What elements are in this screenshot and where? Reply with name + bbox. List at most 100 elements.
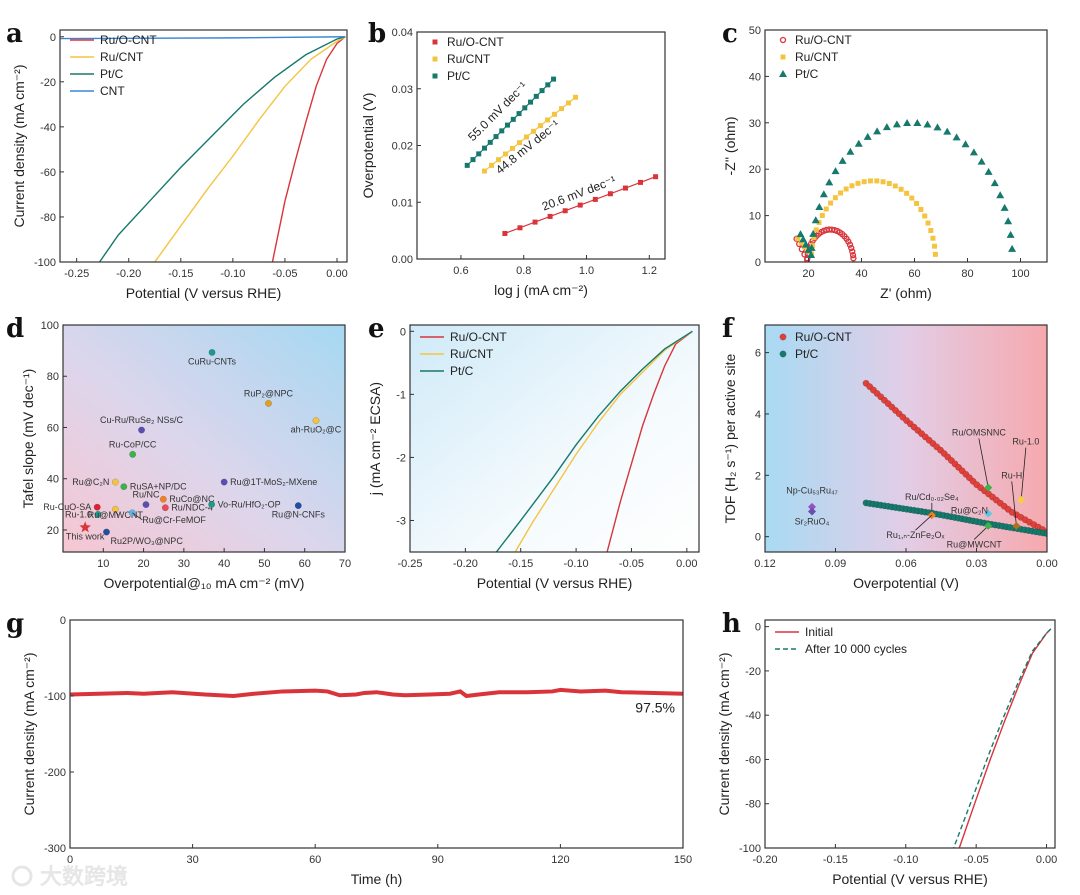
point-label: Ru-CuO-SA xyxy=(43,502,91,512)
series-ru-cnt-point xyxy=(838,190,844,196)
series-ru-cnt-point xyxy=(481,168,487,174)
legend-label: After 10 000 cycles xyxy=(805,642,907,656)
legend-swatch xyxy=(779,350,787,358)
point-label: Ru/NC xyxy=(132,490,160,500)
plot-frame xyxy=(69,619,684,849)
legend-label: Ru/CNT xyxy=(100,50,144,64)
legend-swatch xyxy=(432,73,438,79)
legend-label: Pt/C xyxy=(795,347,819,361)
y-tick-label: -300 xyxy=(44,843,66,855)
x-tick-label: 1.2 xyxy=(642,265,657,277)
series-pt-c-point xyxy=(1004,217,1013,225)
x-axis-label: Time (h) xyxy=(351,871,403,887)
x-tick-label: 60 xyxy=(299,558,311,570)
legend-label: CNT xyxy=(100,84,125,98)
plot-marks xyxy=(70,687,683,699)
series-pt-c-point xyxy=(969,148,978,156)
panel-label: f xyxy=(722,314,735,344)
plot-frame xyxy=(409,324,700,553)
y-tick-label: -200 xyxy=(44,767,66,779)
data-point xyxy=(312,417,320,425)
point-label: Ru@1T-MoS₂-MXene xyxy=(230,477,317,487)
legend-label: Pt/C xyxy=(100,67,124,81)
series-stability-line xyxy=(70,687,683,699)
x-tick-label: -0.10 xyxy=(564,558,589,570)
reference-label: Ru-H xyxy=(1001,470,1022,480)
series-ru-o-cnt-point xyxy=(804,255,811,262)
series-pt-c-point xyxy=(493,134,499,140)
legend-swatch xyxy=(432,39,438,45)
x-tick-label: 40 xyxy=(855,268,867,280)
series-ru-cnt-point xyxy=(931,243,937,249)
reference-point xyxy=(984,483,993,492)
series-pt-c-point xyxy=(799,235,808,243)
x-tick-label: -0.15 xyxy=(823,854,848,866)
series-ru-cnt-point xyxy=(932,251,938,257)
point-label: ah-RuO₂@C xyxy=(291,425,342,435)
series-pt-c-point xyxy=(943,127,952,135)
series-pt-c-point xyxy=(903,118,912,126)
series-pt-c-point xyxy=(528,99,534,105)
series-pt-c-point xyxy=(990,179,999,187)
series-pt-c-point xyxy=(996,191,1005,199)
x-tick-label: 70 xyxy=(339,558,351,570)
series-pt-c-point xyxy=(539,88,545,94)
point-label: Ru@N-CNFs xyxy=(272,510,326,520)
plot-area xyxy=(63,325,345,552)
series-ru-cnt-point xyxy=(819,213,825,219)
data-point xyxy=(208,348,216,356)
y-tick-label: 20 xyxy=(749,164,761,176)
series-ru-cnt-point xyxy=(904,190,910,196)
x-tick-label: -0.05 xyxy=(964,854,989,866)
legend-item: Ru/O-CNT xyxy=(779,330,852,344)
legend-swatch xyxy=(779,333,787,341)
series-pt-c-point xyxy=(807,243,816,251)
arrow xyxy=(132,512,143,521)
legend-item: Pt/C xyxy=(432,69,471,83)
legend-item: Pt/C xyxy=(420,364,474,378)
series-ru-cnt-point xyxy=(843,186,849,192)
data-point xyxy=(220,478,228,486)
x-axis-label: Z' (ohm) xyxy=(880,285,932,301)
point-label: Ru/NDC-4 xyxy=(171,503,213,513)
series-pt-c-point xyxy=(977,157,986,165)
y-tick-label: 20 xyxy=(47,525,59,537)
series-ru-o-cnt-point xyxy=(562,208,568,214)
panel-label: a xyxy=(6,19,23,49)
series-pt-c-point xyxy=(1008,244,1017,252)
y-tick-label: -40 xyxy=(745,710,761,722)
panel-label: g xyxy=(6,609,24,639)
legend-label: Ru/O-CNT xyxy=(795,330,852,344)
data-point xyxy=(208,500,216,508)
series-ru-cnt-point xyxy=(573,94,579,100)
series-ru-cnt-point xyxy=(849,183,855,189)
arrow xyxy=(915,514,933,531)
x-tick-label: 0.00 xyxy=(1036,854,1057,866)
series-ru-cnt-point xyxy=(488,162,494,168)
series-ru-cnt-point xyxy=(898,186,904,192)
series-ru-cnt-point xyxy=(503,151,509,157)
x-tick-label: 10 xyxy=(97,558,109,570)
y-tick-label: 2 xyxy=(755,470,761,482)
x-tick-label: 90 xyxy=(432,854,444,866)
y-axis-label: Tafel slope (mV dec⁻¹) xyxy=(20,369,36,509)
arrow xyxy=(973,525,989,540)
panel-h: -0.20 -0.15 -0.10 -0.05 0.00 0 -20 -40 -60 -80 -10… xyxy=(716,609,1057,887)
series-pt-c-fit-line xyxy=(466,78,554,166)
x-tick-label: 60 xyxy=(908,268,920,280)
panel-d: CuRu-CNTs RuP₂@NPC ah-RuO₂@C Cu-Ru/RuSe₂ NS… xyxy=(6,314,351,591)
data-point xyxy=(138,426,146,434)
panel-label: d xyxy=(6,314,24,344)
legend-label: Ru/O-CNT xyxy=(100,33,157,47)
y-tick-label: 0.03 xyxy=(392,84,413,96)
data-point xyxy=(159,495,167,503)
panel-label: c xyxy=(722,19,738,49)
series-pt-c-point xyxy=(804,245,813,253)
series-pt-c-point xyxy=(510,116,516,122)
x-tick-label: 20 xyxy=(802,268,814,280)
y-tick-label: 30 xyxy=(749,118,761,130)
plot-area xyxy=(417,32,665,259)
series-pt-c-point xyxy=(516,111,522,117)
x-tick-label: 50 xyxy=(258,558,270,570)
y-axis-label: Overpotential (V) xyxy=(360,93,376,199)
